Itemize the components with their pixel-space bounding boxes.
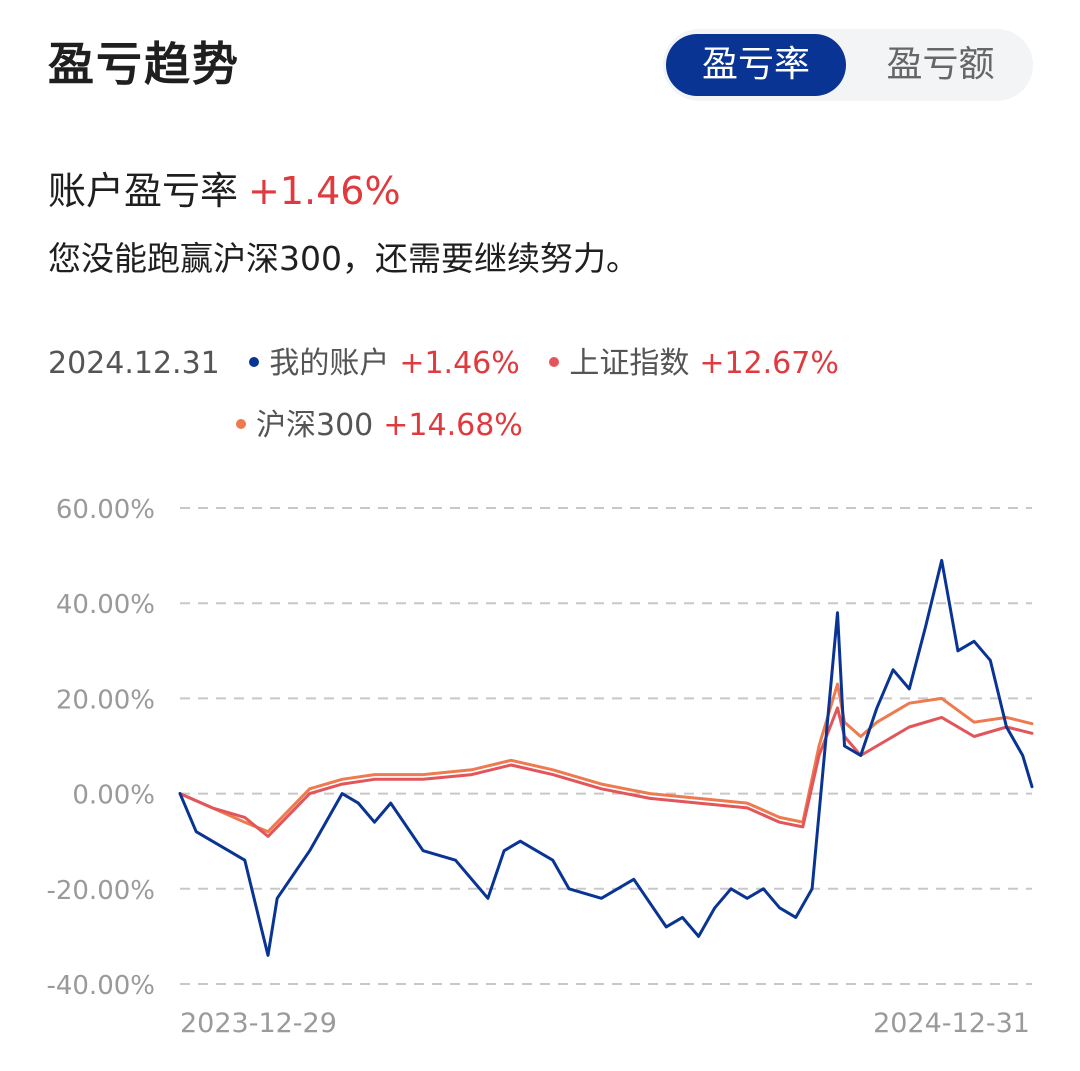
legend-row-2: 沪深300 +14.68% (230, 400, 523, 444)
legend-row-1: 2024.12.31 我的账户 +1.46% 上证指数 +12.67% (48, 338, 839, 382)
series-line-0 (178, 558, 1034, 957)
account-rate-summary: 账户盈亏率 +1.46% (48, 160, 401, 215)
legend-dot-account (249, 356, 260, 367)
y-tick-label: 60.00% (56, 495, 155, 525)
legend-name-account: 我的账户 (269, 346, 390, 381)
legend-name-csi300: 沪深300 (256, 408, 374, 443)
legend-dot-sse (549, 356, 560, 367)
account-rate-value: +1.46% (248, 169, 401, 213)
legend-date: 2024.12.31 (48, 346, 220, 381)
legend-value-csi300: +14.68% (383, 408, 523, 443)
account-rate-label: 账户盈亏率 (48, 169, 239, 213)
x-tick-label: 2024-12-31 (873, 1008, 1030, 1039)
legend-name-sse: 上证指数 (569, 346, 690, 381)
metric-toggle: 盈亏率 盈亏额 (663, 29, 1033, 101)
y-tick-label: 0.00% (72, 781, 155, 811)
legend-value-account: +1.46% (399, 346, 520, 381)
performance-message: 您没能跑赢沪深300，还需要继续努力。 (48, 239, 639, 278)
series-line-2 (178, 682, 1034, 834)
y-tick-label: 40.00% (56, 590, 155, 620)
profit-trend-chart: 60.00% 40.00% 20.00% 0.00% -20.00% -40.00% 202… (46, 495, 1034, 1039)
tab-profit-amount[interactable]: 盈亏额 (886, 44, 995, 85)
y-tick-label: 20.00% (56, 685, 155, 715)
tab-profit-rate[interactable]: 盈亏率 (666, 34, 846, 96)
x-tick-label: 2023-12-29 (180, 1008, 337, 1039)
page-title: 盈亏趋势 (48, 37, 240, 91)
legend-value-sse: +12.67% (699, 346, 839, 381)
y-tick-label: -20.00% (46, 876, 155, 906)
legend-dot-csi300 (236, 418, 246, 429)
series-line-1 (178, 706, 1034, 838)
y-tick-label: -40.00% (46, 971, 155, 1001)
